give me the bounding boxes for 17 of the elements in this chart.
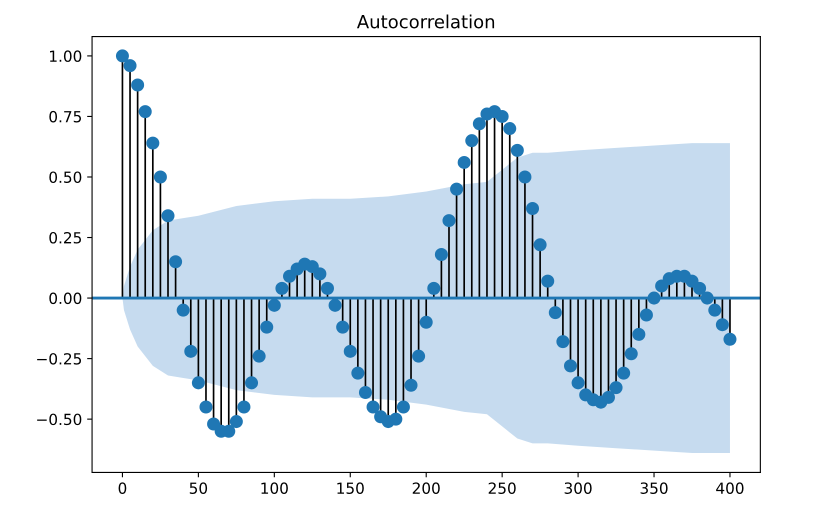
y-tick-label: 0.00 [49, 292, 82, 304]
y-tick-label: 1.00 [50, 50, 82, 62]
x-tick-label: 300 [564, 482, 592, 494]
x-tick-label: 200 [412, 482, 440, 494]
x-tick-label: 100 [261, 482, 288, 494]
x-tick-label: 150 [337, 482, 364, 494]
y-tick-label: 0.75 [49, 110, 82, 122]
y-tick-label: 0.50 [49, 171, 82, 184]
y-tick-label: −0.25 [37, 353, 82, 365]
x-tick-label: 0 [118, 482, 126, 494]
y-tick-label: 0.25 [49, 232, 82, 244]
x-tick-label: 50 [190, 482, 208, 494]
x-tick-label: 350 [640, 482, 668, 494]
x-tick-label: 250 [488, 482, 516, 494]
y-tick-label: −0.50 [37, 414, 82, 426]
chart-title: Autocorrelation [356, 14, 494, 28]
x-tick-label: 400 [716, 482, 744, 494]
